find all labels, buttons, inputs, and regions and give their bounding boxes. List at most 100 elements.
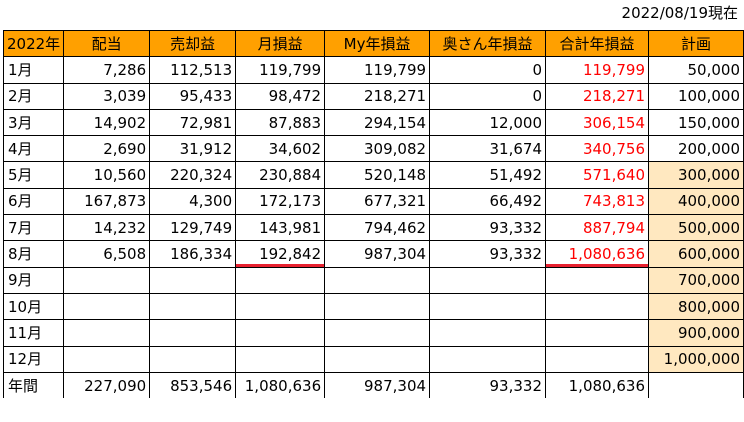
table-row: 12月 1,000,000 xyxy=(2,345,744,373)
dividend-cell: 227,090 xyxy=(63,371,151,399)
monthly-pl-cell xyxy=(235,345,326,373)
col-header-plan: 計画 xyxy=(647,29,744,58)
monthly-pl-cell: 143,981 xyxy=(235,214,326,242)
total-yearly-pl-cell xyxy=(545,292,649,321)
table-row: 3月 14,902 72,981 87,883 294,154 12,000 306,154… xyxy=(2,108,744,137)
month-cell: 7月 xyxy=(2,214,65,242)
monthly-pl-cell xyxy=(235,319,326,347)
plan-cell: 900,000 xyxy=(647,319,744,347)
sale-gain-cell xyxy=(149,345,237,373)
table-row: 2月 3,039 95,433 98,472 218,271 0 218,271 100,00… xyxy=(2,82,744,110)
dividend-cell xyxy=(63,292,151,321)
plan-cell: 800,000 xyxy=(647,292,744,321)
month-cell: 年間 xyxy=(2,371,65,399)
month-cell: 1月 xyxy=(2,56,65,84)
monthly-pl-cell: 172,173 xyxy=(235,187,326,216)
my-yearly-pl-cell: 520,148 xyxy=(324,161,431,189)
month-cell: 3月 xyxy=(2,108,65,137)
monthly-pl-cell: 119,799 xyxy=(235,56,326,84)
my-yearly-pl-cell xyxy=(324,266,431,294)
plan-cell: 400,000 xyxy=(647,187,744,216)
sale-gain-cell xyxy=(149,292,237,321)
plan-cell: 600,000 xyxy=(647,240,744,268)
my-yearly-pl-cell: 119,799 xyxy=(324,56,431,84)
col-header-dividend: 配当 xyxy=(63,29,151,58)
total-yearly-pl-cell xyxy=(545,266,649,294)
wife-yearly-pl-cell: 93,332 xyxy=(429,240,547,268)
monthly-pl-cell: 230,884 xyxy=(235,161,326,189)
my-yearly-pl-cell xyxy=(324,292,431,321)
profit-loss-table: 2022年 配当 売却益 月損益 My年損益 奥さん年損益 合計年損益 計画 1… xyxy=(2,29,744,399)
total-yearly-pl-cell: 340,756 xyxy=(545,135,649,163)
month-cell: 11月 xyxy=(2,319,65,347)
dividend-cell: 14,902 xyxy=(63,108,151,137)
sale-gain-cell: 72,981 xyxy=(149,108,237,137)
sale-gain-cell: 186,334 xyxy=(149,240,237,268)
plan-cell: 700,000 xyxy=(647,266,744,294)
my-yearly-pl-cell: 794,462 xyxy=(324,214,431,242)
my-yearly-pl-cell: 309,082 xyxy=(324,135,431,163)
my-yearly-pl-cell: 987,304 xyxy=(324,240,431,268)
dividend-cell: 6,508 xyxy=(63,240,151,268)
col-header-sale-gain: 売却益 xyxy=(149,29,237,58)
my-yearly-pl-cell: 294,154 xyxy=(324,108,431,137)
plan-cell: 50,000 xyxy=(647,56,744,84)
wife-yearly-pl-cell xyxy=(429,345,547,373)
my-yearly-pl-cell: 987,304 xyxy=(324,371,431,399)
col-header-monthly-pl: 月損益 xyxy=(235,29,326,58)
month-cell: 10月 xyxy=(2,292,65,321)
dividend-cell: 10,560 xyxy=(63,161,151,189)
my-yearly-pl-cell: 677,321 xyxy=(324,187,431,216)
monthly-pl-cell: 192,842 xyxy=(235,240,326,268)
plan-cell: 1,000,000 xyxy=(647,345,744,373)
total-yearly-pl-cell: 218,271 xyxy=(545,82,649,110)
wife-yearly-pl-cell: 93,332 xyxy=(429,371,547,399)
month-cell: 8月 xyxy=(2,240,65,268)
total-yearly-pl-cell: 743,813 xyxy=(545,187,649,216)
sale-gain-cell: 220,324 xyxy=(149,161,237,189)
sale-gain-cell: 112,513 xyxy=(149,56,237,84)
month-cell: 6月 xyxy=(2,187,65,216)
col-header-year: 2022年 xyxy=(2,29,65,58)
wife-yearly-pl-cell xyxy=(429,319,547,347)
my-yearly-pl-cell xyxy=(324,345,431,373)
dividend-cell xyxy=(63,345,151,373)
table-row: 5月 10,560 220,324 230,884 520,148 51,492 571,6… xyxy=(2,161,744,189)
sale-gain-cell: 95,433 xyxy=(149,82,237,110)
sale-gain-cell: 4,300 xyxy=(149,187,237,216)
total-yearly-pl-cell xyxy=(545,319,649,347)
dividend-cell: 3,039 xyxy=(63,82,151,110)
wife-yearly-pl-cell: 93,332 xyxy=(429,214,547,242)
table-row: 11月 900,000 xyxy=(2,319,744,347)
plan-cell: 300,000 xyxy=(647,161,744,189)
wife-yearly-pl-cell xyxy=(429,292,547,321)
table-row: 4月 2,690 31,912 34,602 309,082 31,674 340,756 2… xyxy=(2,135,744,163)
dividend-cell: 167,873 xyxy=(63,187,151,216)
total-yearly-pl-cell: 1,080,636 xyxy=(545,240,649,268)
total-yearly-pl-cell: 571,640 xyxy=(545,161,649,189)
wife-yearly-pl-cell: 31,674 xyxy=(429,135,547,163)
monthly-pl-cell: 98,472 xyxy=(235,82,326,110)
plan-cell: 500,000 xyxy=(647,214,744,242)
col-header-my-yearly-pl: My年損益 xyxy=(324,29,431,58)
total-yearly-pl-cell: 119,799 xyxy=(545,56,649,84)
header-row: 2022年 配当 売却益 月損益 My年損益 奥さん年損益 合計年損益 計画 xyxy=(2,29,744,58)
total-yearly-pl-cell xyxy=(545,345,649,373)
my-yearly-pl-cell: 218,271 xyxy=(324,82,431,110)
wife-yearly-pl-cell: 66,492 xyxy=(429,187,547,216)
wife-yearly-pl-cell: 0 xyxy=(429,56,547,84)
plan-cell xyxy=(647,371,744,399)
table-row: 9月 700,000 xyxy=(2,266,744,294)
sale-gain-cell: 31,912 xyxy=(149,135,237,163)
sale-gain-cell: 853,546 xyxy=(149,371,237,399)
monthly-pl-cell: 1,080,636 xyxy=(235,371,326,399)
monthly-pl-cell: 34,602 xyxy=(235,135,326,163)
month-cell: 4月 xyxy=(2,135,65,163)
month-cell: 5月 xyxy=(2,161,65,189)
sale-gain-cell xyxy=(149,266,237,294)
dividend-cell: 2,690 xyxy=(63,135,151,163)
dividend-cell xyxy=(63,266,151,294)
plan-cell: 150,000 xyxy=(647,108,744,137)
table-row: 7月 14,232 129,749 143,981 794,462 93,332 887,7… xyxy=(2,214,744,242)
sale-gain-cell xyxy=(149,319,237,347)
